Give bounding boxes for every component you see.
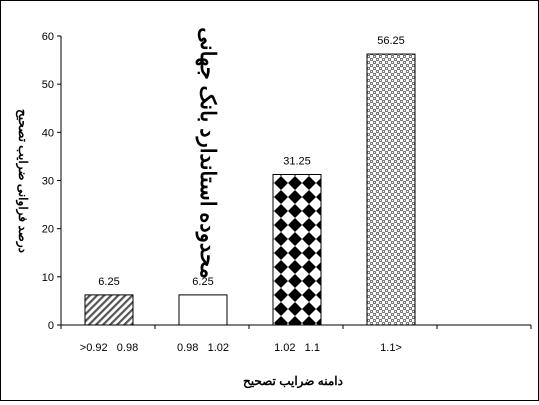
x-ticks: >0.92 0.98 0.98 1.02 1.02 1.1 1.1> [61, 325, 531, 354]
bar-4 [367, 54, 415, 325]
y-axis-title: درصد فراوانی ضرایب تصحیح [15, 109, 30, 253]
data-label-1: 6.25 [98, 276, 119, 288]
x-tick-label-3: 1.02 1.1 [274, 342, 320, 354]
y-axis: 0 10 20 30 40 50 60 [42, 31, 61, 332]
data-label-3: 31.25 [283, 155, 311, 167]
y-tick-label: 50 [42, 79, 54, 91]
y-tick-label: 60 [42, 31, 54, 43]
bar-1 [85, 295, 133, 325]
x-axis: >0.92 0.98 0.98 1.02 1.02 1.1 1.1> [61, 325, 531, 354]
bars [85, 54, 415, 325]
data-label-4: 56.25 [377, 35, 405, 47]
y-tick-label: 30 [42, 176, 54, 188]
y-tick-label: 40 [42, 127, 54, 139]
chart-annotation: محدوده استاندارد بانک جهانی [195, 27, 219, 278]
x-tick-label-1: >0.92 0.98 [80, 342, 138, 354]
y-ticks: 0 10 20 30 40 50 60 [42, 31, 61, 332]
x-axis-title: دامنه ضرایب تصحیح [243, 374, 343, 389]
x-tick-label-4: 1.1> [380, 342, 402, 354]
bar-3 [273, 174, 321, 325]
bar-2 [179, 295, 227, 325]
y-tick-label: 10 [42, 272, 54, 284]
x-tick-label-2: 0.98 1.02 [177, 342, 229, 354]
y-tick-label: 0 [48, 320, 54, 332]
y-tick-label: 20 [42, 224, 54, 236]
